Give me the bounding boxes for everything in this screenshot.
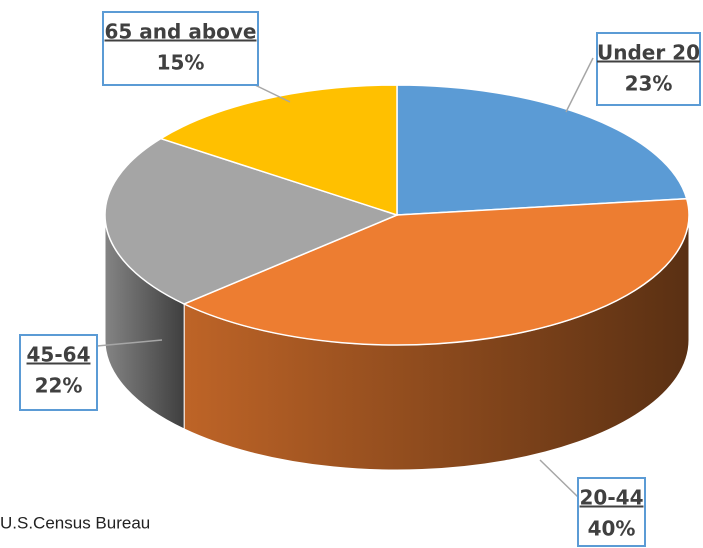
category-label: 65 and above xyxy=(105,20,257,44)
value-label: 22% xyxy=(35,374,83,398)
slice xyxy=(158,84,398,217)
value-label: 23% xyxy=(625,72,673,96)
leader-line xyxy=(539,459,579,498)
value-label: 40% xyxy=(588,517,636,541)
label-box xyxy=(577,477,646,547)
leader-line xyxy=(254,84,291,103)
label-box xyxy=(19,334,98,411)
label-box xyxy=(596,32,701,106)
leader-line xyxy=(96,339,163,347)
slice xyxy=(396,84,688,216)
slice xyxy=(182,197,690,346)
label-box xyxy=(102,11,259,86)
category-label: 45-64 xyxy=(27,343,91,367)
leader-line xyxy=(565,57,594,113)
category-label: Under 20 xyxy=(597,41,700,65)
source: U.S.Census Bureau xyxy=(0,513,150,532)
value-label: 15% xyxy=(157,51,205,75)
slice xyxy=(104,137,400,305)
category-label: 20-44 xyxy=(580,486,644,510)
